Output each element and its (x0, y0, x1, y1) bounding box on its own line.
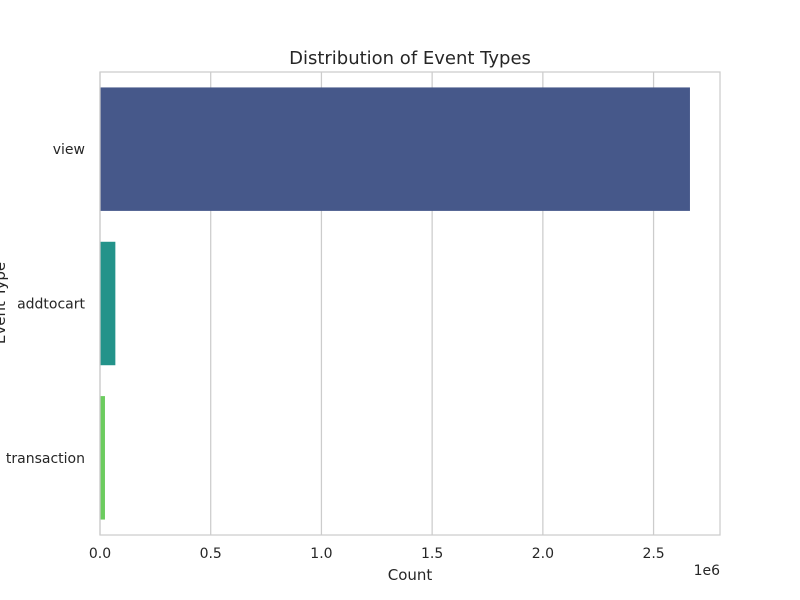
bar-transaction (100, 396, 105, 520)
plot-frame (99, 71, 721, 536)
x-tick-label: 1.5 (421, 546, 443, 562)
x-tick-label: 1.0 (310, 546, 332, 562)
chart-title: Distribution of Event Types (289, 48, 531, 69)
y-tick-label-addtocart: addtocart (17, 297, 85, 313)
y-tick-labels: view addtocart transaction (6, 142, 86, 467)
bar-addtocart (100, 241, 116, 366)
x-tick-label: 0.5 (200, 546, 222, 562)
x-axis-label: Count (388, 566, 433, 584)
x-offset-label: 1e6 (694, 563, 721, 579)
x-tick-label: 2.0 (532, 546, 554, 562)
y-tick-label-view: view (53, 142, 85, 158)
x-tick-label: 2.5 (642, 546, 664, 562)
x-tick-labels: 0.0 0.5 1.0 1.5 2.0 2.5 (89, 546, 665, 562)
bar-view (100, 87, 690, 211)
y-axis-label: Event Type (0, 262, 9, 344)
y-tick-label-transaction: transaction (6, 451, 85, 467)
x-tick-label: 0.0 (89, 546, 111, 562)
bars (100, 87, 690, 520)
